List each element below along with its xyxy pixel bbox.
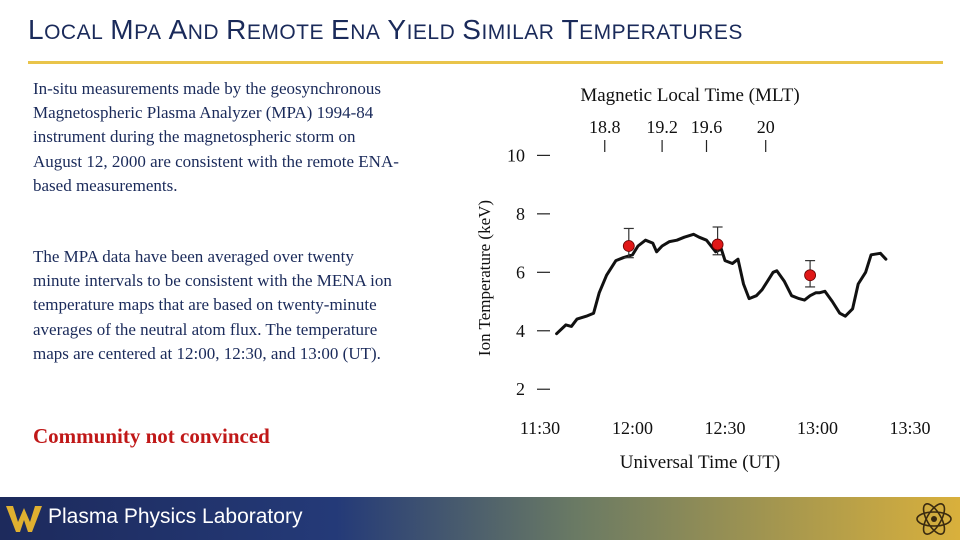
x-tick-label: 13:30 bbox=[889, 418, 930, 438]
title-word: YIELD bbox=[387, 14, 456, 45]
x-tick-label: 12:30 bbox=[704, 418, 745, 438]
description-paragraph-1: In-situ measurements made by the geosync… bbox=[33, 79, 399, 195]
y-axis-title: Ion Temperature (keV) bbox=[475, 200, 494, 356]
atom-emblem-icon bbox=[916, 503, 952, 535]
y-tick-label: 10 bbox=[507, 145, 525, 165]
top-tick-label: 19.6 bbox=[691, 117, 723, 137]
footer-bar: Plasma Physics Laboratory bbox=[0, 497, 960, 540]
wv-logo-icon bbox=[6, 506, 42, 532]
top-tick-label: 18.8 bbox=[589, 117, 621, 137]
title-word: ENA bbox=[331, 14, 381, 45]
y-tick-label: 8 bbox=[516, 204, 525, 224]
y-tick-label: 6 bbox=[516, 262, 525, 282]
title-word: TEMPERATURES bbox=[561, 14, 743, 45]
slide-title: LOCAL MPA AND REMOTE ENA YIELD SIMILAR TEMPERAT… bbox=[28, 14, 750, 46]
y-tick-label: 4 bbox=[516, 321, 525, 341]
top-tick-label: 20 bbox=[757, 117, 775, 137]
mpa-data-point bbox=[711, 238, 724, 251]
title-word: MPA bbox=[110, 14, 162, 45]
description-paragraph-2: The MPA data have been averaged over twe… bbox=[33, 247, 392, 363]
x-tick-label: 11:30 bbox=[520, 418, 560, 438]
title-word: SIMILAR bbox=[462, 14, 555, 45]
temperature-chart: Magnetic Local Time (MLT) 18.8 19.2 19.6 20 1… bbox=[475, 85, 931, 473]
mpa-data-point bbox=[804, 269, 817, 282]
x-tick-label: 12:00 bbox=[612, 418, 653, 438]
title-underline bbox=[28, 61, 943, 64]
alert-text: Community not convinced bbox=[33, 424, 270, 448]
mpa-data-point bbox=[622, 240, 635, 252]
x-tick-label: 13:00 bbox=[797, 418, 838, 438]
top-tick-label: 19.2 bbox=[646, 117, 678, 137]
title-word: AND bbox=[168, 14, 220, 45]
temperature-curve bbox=[555, 232, 888, 336]
title-word: LOCAL bbox=[28, 14, 104, 45]
title-word: REMOTE bbox=[226, 14, 324, 45]
top-axis-title: Magnetic Local Time (MLT) bbox=[580, 85, 799, 106]
y-tick-label: 2 bbox=[516, 379, 525, 399]
lab-name: Plasma Physics Laboratory bbox=[48, 505, 303, 528]
x-axis-title: Universal Time (UT) bbox=[620, 452, 780, 473]
